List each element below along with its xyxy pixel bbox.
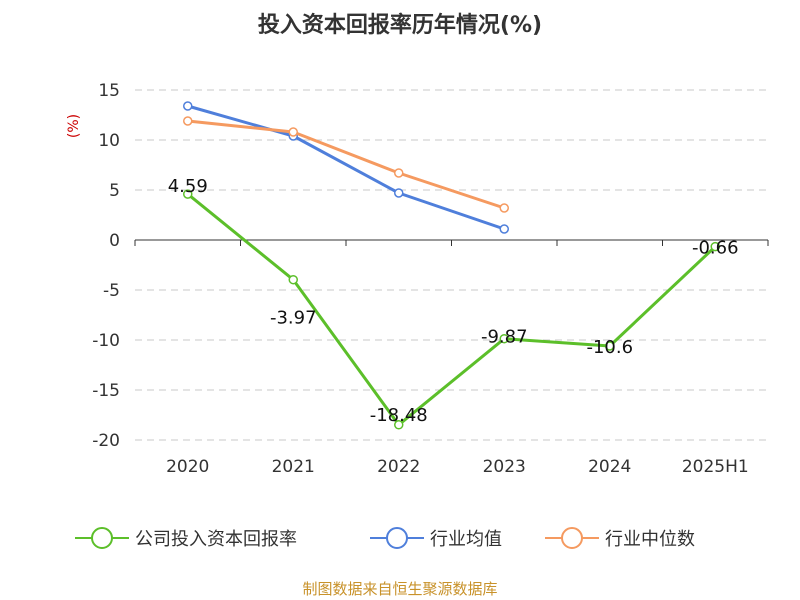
- x-tick-label: 2021: [272, 457, 315, 477]
- y-tick-label: -20: [92, 431, 120, 451]
- data-point: [288, 274, 298, 285]
- data-point: [499, 333, 509, 344]
- data-point: [499, 224, 509, 234]
- legend-label: 行业中位数: [605, 529, 695, 550]
- source-note: 制图数据来自恒生聚源数据库: [302, 580, 497, 598]
- data-point: [710, 241, 720, 252]
- data-label: -10.6: [586, 337, 633, 358]
- data-label: -3.97: [270, 308, 317, 329]
- y-tick-label: 0: [109, 231, 120, 251]
- data-point: [183, 116, 193, 126]
- legend-marker: [386, 527, 408, 549]
- gridlines: [135, 89, 768, 441]
- data-label: -18.48: [370, 405, 428, 426]
- x-tick-label: 2025H1: [682, 457, 749, 477]
- y-tick-label: -5: [103, 281, 120, 301]
- x-tick-label: 2024: [588, 457, 631, 477]
- y-axis-label: (%): [66, 114, 82, 138]
- data-label: -9.87: [481, 327, 528, 348]
- y-tick-label: 5: [109, 181, 120, 201]
- data-point: [394, 168, 404, 178]
- x-tick-label: 2022: [377, 457, 420, 477]
- y-tick-label: -15: [92, 381, 120, 401]
- series-line-0: [186, 192, 717, 427]
- legend-label: 行业均值: [430, 529, 502, 550]
- y-tick-label: 15: [98, 81, 120, 101]
- legend-marker: [561, 527, 583, 549]
- data-point: [499, 203, 509, 213]
- data-point: [605, 341, 615, 351]
- data-label: -0.66: [692, 238, 739, 259]
- x-tick-label: 2023: [483, 457, 526, 477]
- data-point: [394, 420, 404, 430]
- data-point: [394, 188, 404, 198]
- y-tick-label: 10: [98, 131, 120, 151]
- y-tick-label: -10: [92, 331, 120, 351]
- legend: 公司投入资本回报率 行业均值 行业中位数: [75, 527, 695, 550]
- data-point: [183, 101, 193, 111]
- x-axis: 2020 2021 2022 2023 2024 2025H1: [134, 239, 769, 477]
- series-line-1: [187, 104, 505, 231]
- legend-marker: [91, 527, 113, 549]
- x-tick-label: 2020: [166, 457, 209, 477]
- data-label: 4.59: [168, 176, 208, 197]
- data-labels: 4.59 -3.97 -18.48 -9.87 -10.6 -0.66: [168, 176, 739, 426]
- series-line-2: [187, 119, 505, 210]
- chart-title: 投入资本回报率历年情况(%): [258, 12, 542, 38]
- y-axis: 15 10 5 0 -5 -10 -15 -20: [92, 81, 120, 451]
- series-group: [183, 101, 720, 430]
- data-point: [183, 189, 193, 199]
- data-point: [288, 127, 298, 137]
- legend-label: 公司投入资本回报率: [135, 529, 297, 550]
